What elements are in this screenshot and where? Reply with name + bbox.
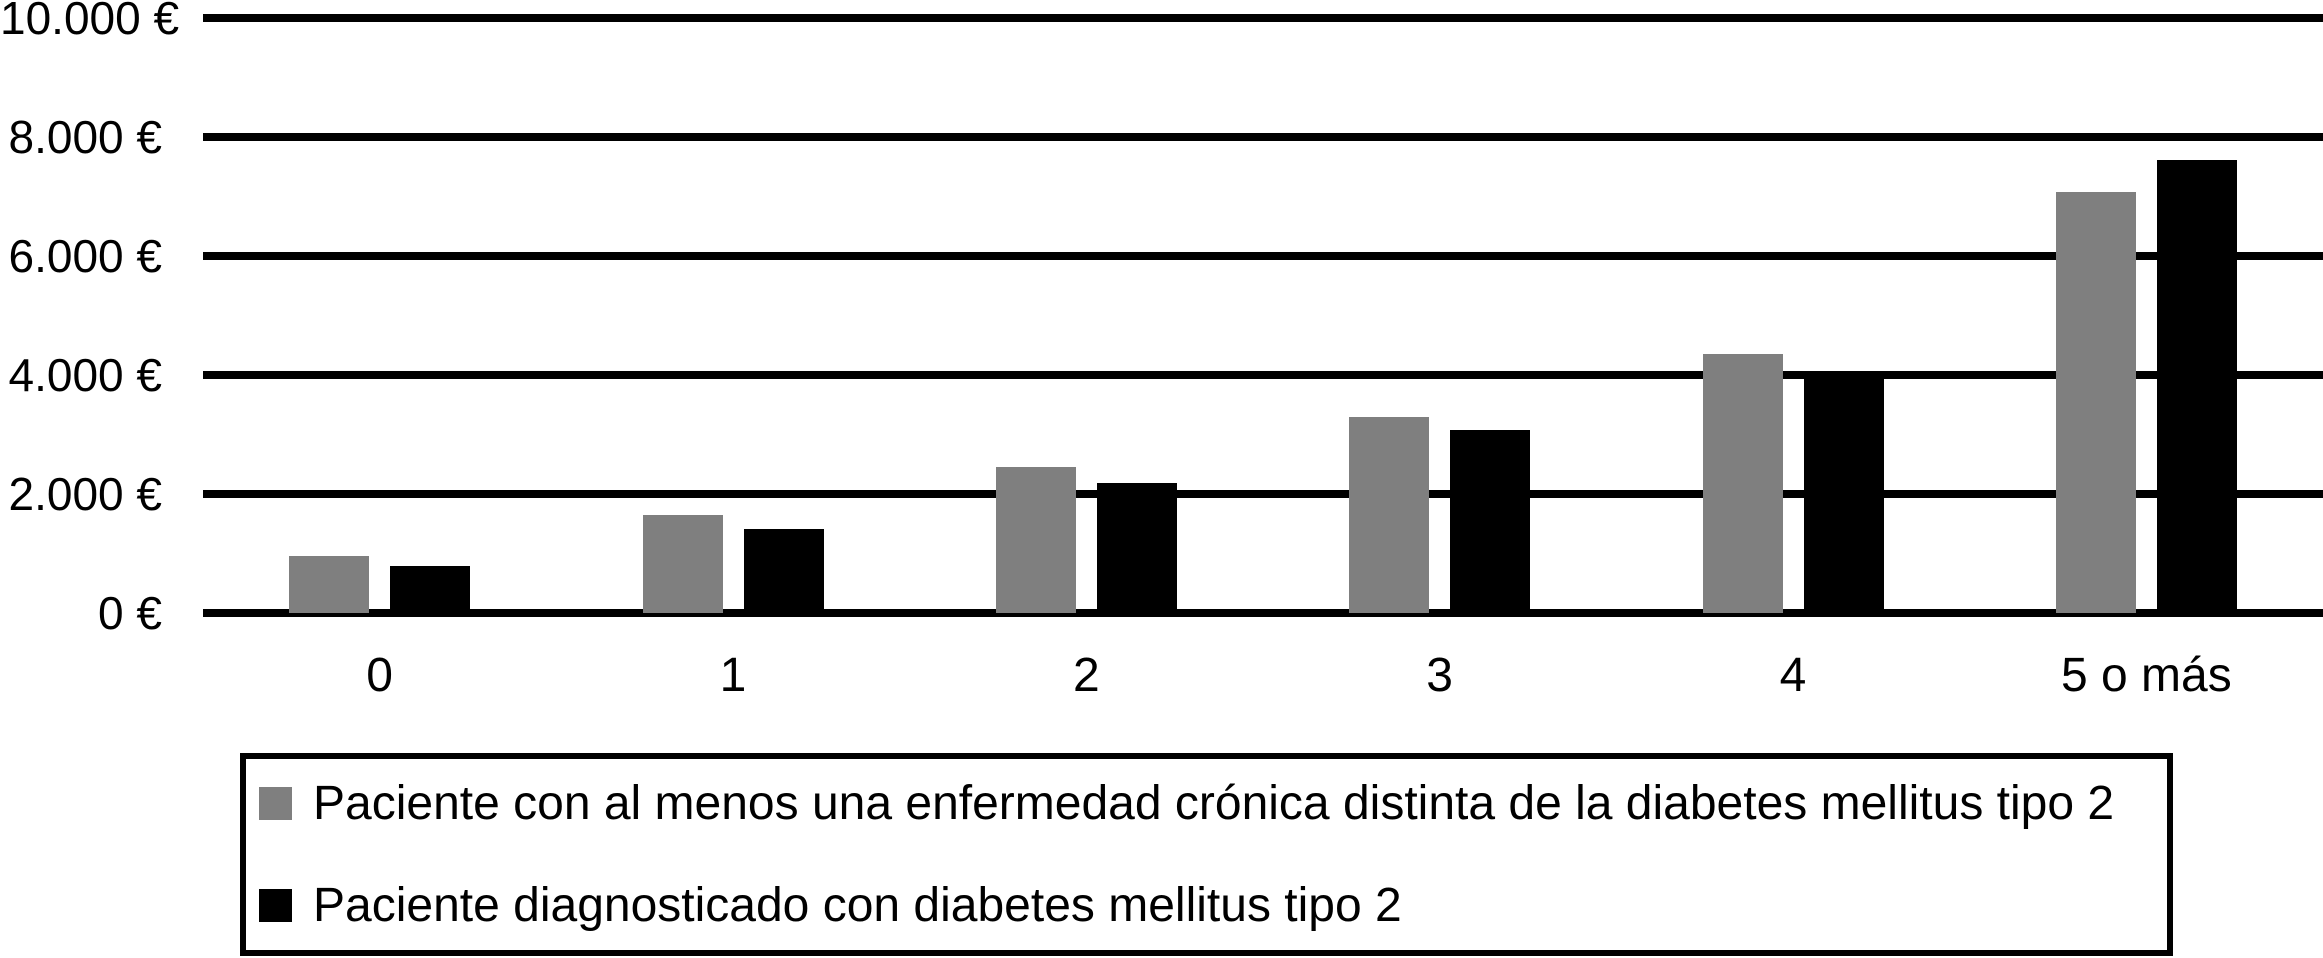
bar-series1-cat2: [1096, 482, 1177, 613]
bar-series1-cat1: [743, 529, 824, 613]
x-tick-label: 3: [1426, 649, 1453, 702]
x-tick-label: 0: [366, 649, 393, 702]
gridline-10000: [203, 14, 2323, 22]
gridline-8000: [203, 133, 2323, 141]
y-tick-label: 8.000 €: [8, 111, 162, 163]
y-tick-label: 2.000 €: [8, 468, 162, 520]
gridline-0: [203, 609, 2323, 617]
bar-series1-cat5: [2156, 160, 2237, 613]
gridline-6000: [203, 252, 2323, 260]
x-tick-label: 5 o más: [2060, 649, 2232, 702]
bar-series0-cat2: [995, 467, 1076, 613]
x-tick-label: 4: [1779, 649, 1807, 702]
y-tick-label: 10.000 €: [0, 0, 180, 44]
legend-swatch-icon: [259, 889, 292, 922]
legend-label: Paciente diagnosticado con diabetes mell…: [313, 878, 1402, 932]
y-tick-label: 6.000 €: [8, 230, 162, 282]
x-tick-label: 2: [1072, 649, 1100, 702]
bar-series1-cat3: [1450, 429, 1531, 613]
legend-label: Paciente con al menos una enfermedad cró…: [313, 776, 2115, 830]
chart-legend: Paciente con al menos una enfermedad cró…: [240, 753, 2173, 956]
bar-series1-cat0: [390, 565, 471, 613]
gridline-2000: [203, 490, 2323, 498]
x-tick-label: 1: [719, 649, 747, 702]
legend-row-1: Paciente diagnosticado con diabetes mell…: [259, 878, 2167, 934]
legend-swatch-icon: [259, 787, 292, 820]
y-tick-label: 4.000 €: [8, 349, 162, 401]
bar-series0-cat0: [289, 556, 370, 613]
gridline-4000: [203, 371, 2323, 379]
bar-series1-cat4: [1803, 371, 1884, 613]
bar-series0-cat5: [2055, 192, 2136, 613]
bar-series0-cat3: [1349, 416, 1430, 613]
bar-series0-cat4: [1702, 353, 1783, 613]
legend-row-0: Paciente con al menos una enfermedad cró…: [259, 776, 2167, 832]
bar-series0-cat1: [642, 515, 723, 613]
y-tick-label: 0 €: [98, 587, 162, 639]
